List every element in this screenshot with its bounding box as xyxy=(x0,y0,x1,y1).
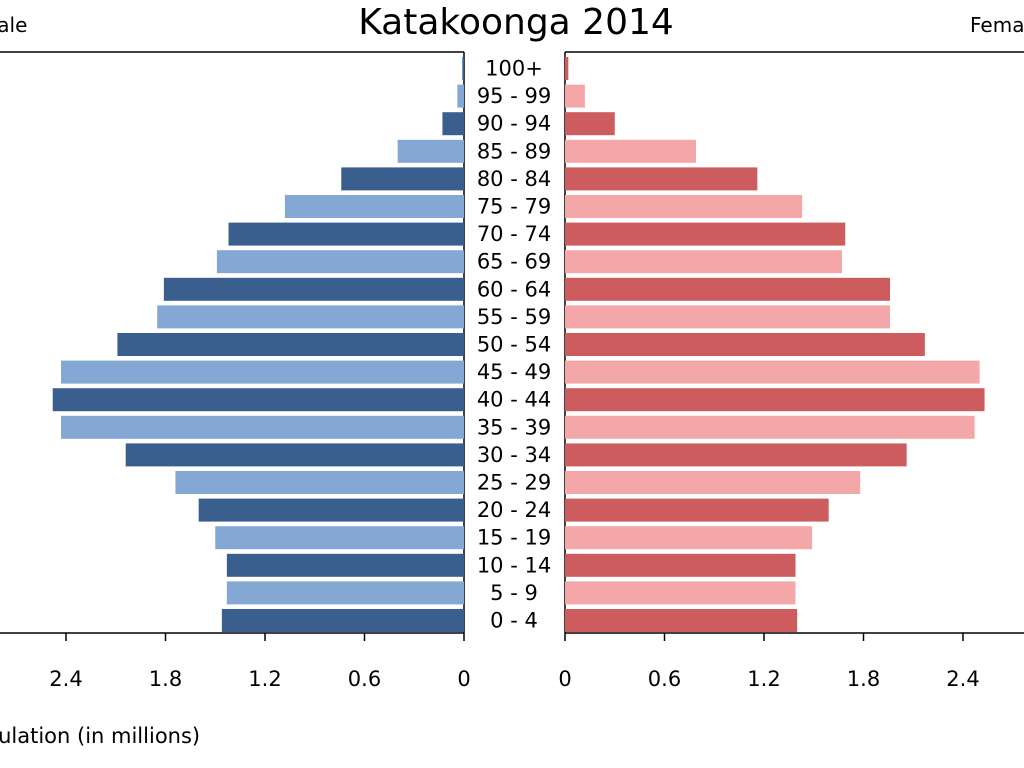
female-bar xyxy=(565,139,697,163)
male-bar xyxy=(125,443,464,467)
female-bar xyxy=(565,443,907,467)
age-group-label: 100+ xyxy=(485,57,543,81)
male-bar xyxy=(221,609,464,632)
female-bar xyxy=(565,305,891,329)
female-bar xyxy=(565,609,798,632)
age-group-label: 10 - 14 xyxy=(477,553,551,577)
male-bar xyxy=(163,277,464,301)
chart-title: Katakoonga 2014 xyxy=(358,2,674,43)
age-group-label: 65 - 69 xyxy=(477,250,551,274)
male-bar xyxy=(462,57,464,80)
female-bar xyxy=(565,250,842,274)
age-group-label: 95 - 99 xyxy=(477,84,551,108)
female-bar xyxy=(565,277,891,301)
age-group-label: 60 - 64 xyxy=(477,277,551,301)
male-bar xyxy=(226,553,464,577)
female-bar xyxy=(565,553,796,577)
female-bar xyxy=(565,581,796,605)
male-bar xyxy=(226,581,464,605)
age-group-label: 50 - 54 xyxy=(477,333,551,357)
age-group-label: 75 - 79 xyxy=(477,195,551,219)
female-bars xyxy=(565,57,985,632)
male-bar xyxy=(117,333,465,356)
male-bar xyxy=(157,305,465,329)
male-bar xyxy=(52,388,464,412)
male-bar xyxy=(216,250,464,274)
male-x-ticks: 0 0.6 1.2 1.8 2.4 xyxy=(49,633,471,691)
age-group-label: 15 - 19 xyxy=(477,526,551,550)
male-bar xyxy=(457,84,464,108)
female-bar xyxy=(565,415,975,439)
female-bar xyxy=(565,498,829,522)
female-bar xyxy=(565,195,803,218)
male-bar xyxy=(397,139,464,163)
female-tick-label: 1.8 xyxy=(847,667,880,691)
age-group-labels: 100+ 95 - 99 90 - 94 85 - 89 80 - 84 75 - 79 7… xyxy=(477,57,551,633)
female-tick-label: 2.4 xyxy=(946,667,979,691)
male-bar xyxy=(341,167,464,191)
male-bar xyxy=(175,471,464,494)
male-bar xyxy=(198,498,464,522)
male-tick-label: 1.2 xyxy=(248,667,281,691)
male-bars xyxy=(52,57,465,632)
female-bar xyxy=(565,167,758,191)
age-group-label: 20 - 24 xyxy=(477,498,551,522)
age-group-label: 0 - 4 xyxy=(490,609,538,633)
male-bar xyxy=(284,195,464,218)
age-group-label: 85 - 89 xyxy=(477,139,551,163)
female-bar xyxy=(565,57,569,80)
male-tick-label: 2.4 xyxy=(49,667,82,691)
female-bar xyxy=(565,222,846,246)
age-group-label: 30 - 34 xyxy=(477,443,551,467)
age-group-label: 35 - 39 xyxy=(477,415,551,439)
female-side-label: Female xyxy=(970,13,1024,37)
x-axis-label: Population (in millions) xyxy=(0,724,200,748)
male-bar xyxy=(61,360,465,384)
age-group-label: 55 - 59 xyxy=(477,305,551,329)
female-tick-label: 1.2 xyxy=(747,667,780,691)
male-bar xyxy=(215,526,464,550)
age-group-label: 40 - 44 xyxy=(477,388,551,412)
female-bar xyxy=(565,388,985,412)
male-side-label: Male xyxy=(0,13,27,37)
male-tick-label: 1.8 xyxy=(149,667,182,691)
age-group-label: 70 - 74 xyxy=(477,222,551,246)
age-group-label: 25 - 29 xyxy=(477,471,551,495)
female-bar xyxy=(565,84,585,108)
female-tick-label: 0 xyxy=(558,667,571,691)
female-bar xyxy=(565,471,861,494)
female-bar xyxy=(565,112,615,136)
age-group-label: 45 - 49 xyxy=(477,360,551,384)
male-bar xyxy=(442,112,464,136)
male-tick-label: 0 xyxy=(457,667,470,691)
male-bar xyxy=(228,222,464,246)
female-bar xyxy=(565,360,980,384)
female-tick-label: 0.6 xyxy=(648,667,681,691)
age-group-label: 5 - 9 xyxy=(490,581,538,605)
female-bar xyxy=(565,333,925,356)
age-group-label: 80 - 84 xyxy=(477,167,551,191)
age-group-label: 90 - 94 xyxy=(477,112,551,136)
male-tick-label: 0.6 xyxy=(348,667,381,691)
female-bar xyxy=(565,526,813,550)
female-x-ticks: 0 0.6 1.2 1.8 2.4 xyxy=(558,633,980,691)
male-bar xyxy=(61,415,465,439)
